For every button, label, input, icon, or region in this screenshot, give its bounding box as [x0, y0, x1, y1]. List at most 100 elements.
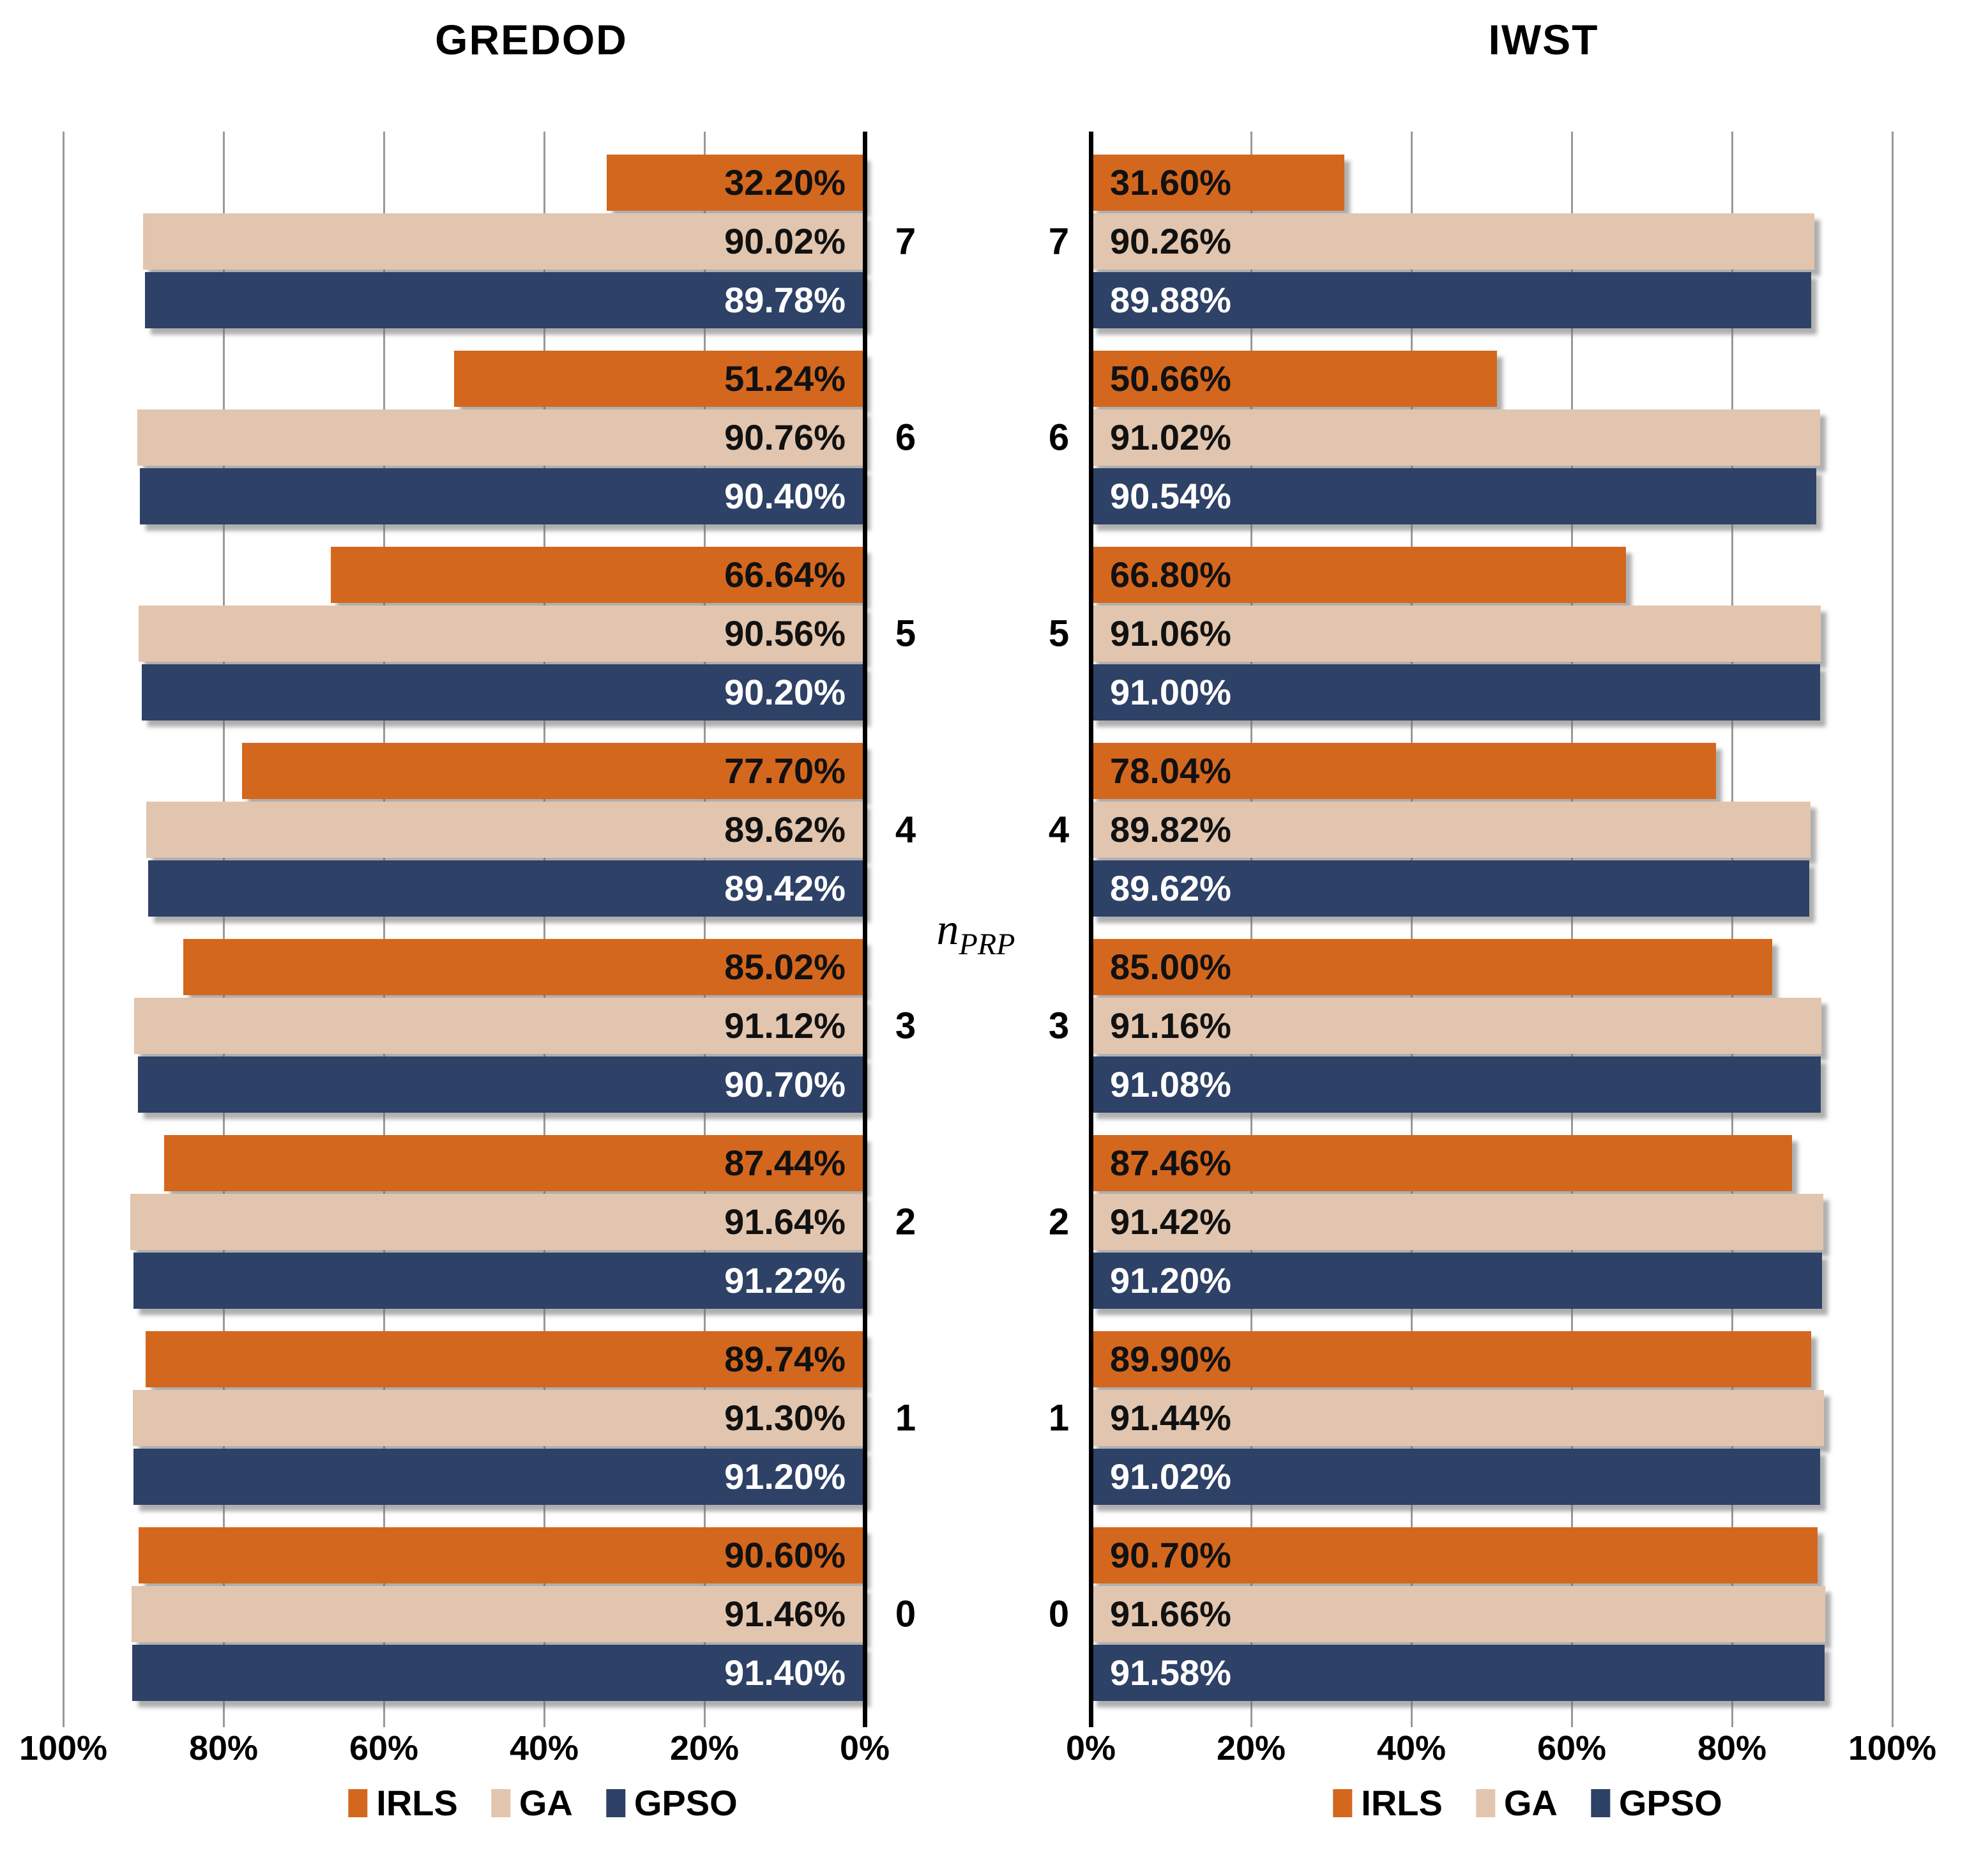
chart-title-gredod: GREDOD: [435, 16, 628, 63]
bar-gpso-cat7: [145, 272, 865, 328]
bar-value-label: 91.46%: [724, 1594, 846, 1634]
gridline: [1892, 132, 1894, 1702]
axis-tick: [1892, 1702, 1894, 1727]
bar-gpso-cat4: [148, 860, 865, 917]
gridline: [1411, 132, 1413, 1702]
legend-label-ga: GA: [519, 1783, 573, 1823]
axis-tick: [1571, 1702, 1573, 1727]
bar-value-label: 87.46%: [1110, 1143, 1231, 1183]
axis-tick: [704, 1702, 706, 1727]
legend: IRLS GA GPSO: [348, 1782, 738, 1824]
nprp-base: n: [936, 905, 959, 954]
bar-gpso-cat0: [132, 1645, 865, 1701]
bar-value-label: 85.00%: [1110, 947, 1231, 987]
axis-tick-label: 60%: [349, 1729, 419, 1767]
bar-ga-cat2: [1091, 1194, 1824, 1250]
category-label: 5: [895, 613, 916, 655]
bar-value-label: 77.70%: [724, 751, 846, 791]
bar-value-label: 91.00%: [1110, 672, 1231, 712]
legend-label-irls: IRLS: [1361, 1783, 1443, 1823]
bar-gpso-cat3: [1091, 1056, 1821, 1113]
bar-value-label: 85.02%: [724, 947, 846, 987]
axis-tick: [223, 1702, 225, 1727]
bar-value-label: 91.12%: [724, 1005, 846, 1046]
legend-item-gpso: GPSO: [1590, 1782, 1722, 1824]
axis-tick-label: 100%: [1848, 1729, 1937, 1767]
axis-tick: [1411, 1702, 1413, 1727]
bar-value-label: 91.44%: [1110, 1398, 1231, 1438]
bar-irls-cat0: [1091, 1527, 1818, 1583]
category-label: 2: [1048, 1201, 1070, 1243]
bar-value-label: 89.78%: [724, 280, 846, 320]
bar-irls-cat2: [1091, 1135, 1792, 1191]
bar-value-label: 91.08%: [1110, 1064, 1231, 1104]
bar-value-label: 90.20%: [724, 672, 846, 712]
bar-irls-cat1: [145, 1331, 865, 1387]
bar-value-label: 90.02%: [724, 221, 846, 261]
axis-tick-label: 40%: [1376, 1729, 1447, 1767]
legend-item-gpso: GPSO: [605, 1782, 738, 1824]
bar-value-label: 90.56%: [724, 613, 846, 653]
bar-gpso-cat0: [1091, 1645, 1825, 1701]
axis-tick-label: 0%: [839, 1729, 890, 1767]
legend-label-irls: IRLS: [376, 1783, 458, 1823]
bar-irls-cat6: [453, 351, 865, 407]
chart-title-iwst: IWST: [1488, 16, 1599, 63]
legend-item-ga: GA: [490, 1782, 573, 1824]
category-label: 1: [895, 1397, 916, 1439]
bar-gpso-cat6: [1091, 468, 1817, 524]
gridline: [1731, 132, 1733, 1702]
bar-value-label: 90.70%: [724, 1064, 846, 1104]
bar-value-label: 90.60%: [724, 1535, 846, 1575]
category-label: 3: [895, 1005, 916, 1047]
category-label: 0: [895, 1593, 916, 1635]
bar-value-label: 90.54%: [1110, 476, 1231, 516]
bar-ga-cat0: [132, 1586, 865, 1642]
bar-ga-cat5: [139, 606, 865, 662]
legend-swatch-irls: [348, 1788, 368, 1817]
legend-label-ga: GA: [1503, 1783, 1558, 1823]
bar-value-label: 66.64%: [724, 554, 846, 595]
category-label: 5: [1048, 613, 1070, 655]
bar-gpso-cat3: [137, 1056, 865, 1113]
axis-tick: [63, 1702, 65, 1727]
legend-swatch-gpso: [1590, 1788, 1610, 1817]
category-label: 0: [1048, 1593, 1070, 1635]
bar-value-label: 91.58%: [1110, 1652, 1231, 1693]
bar-gpso-cat1: [1091, 1449, 1821, 1505]
category-label: 7: [895, 220, 916, 263]
axis-tick-label: 80%: [1697, 1729, 1767, 1767]
bar-ga-cat1: [133, 1390, 865, 1446]
bar-gpso-cat2: [1091, 1253, 1822, 1309]
bar-irls-cat5: [1091, 547, 1627, 603]
legend-swatch-irls: [1333, 1788, 1353, 1817]
category-label: 4: [895, 809, 916, 851]
bar-irls-cat4: [241, 743, 865, 799]
axis-tick-label: 40%: [509, 1729, 579, 1767]
bar-value-label: 91.30%: [724, 1398, 846, 1438]
bar-value-label: 89.82%: [1110, 809, 1231, 850]
bar-gpso-cat4: [1091, 860, 1809, 917]
category-axis-line: [1089, 132, 1093, 1727]
legend-item-irls: IRLS: [348, 1782, 458, 1824]
axis-tick: [1250, 1702, 1252, 1727]
bar-value-label: 90.26%: [1110, 221, 1231, 261]
bar-ga-cat6: [1091, 409, 1821, 466]
bar-value-label: 91.42%: [1110, 1201, 1231, 1242]
bar-value-label: 87.44%: [724, 1143, 846, 1183]
bar-value-label: 91.64%: [724, 1201, 846, 1242]
gridline: [383, 132, 385, 1702]
category-label: 6: [895, 416, 916, 459]
bar-value-label: 50.66%: [1110, 358, 1231, 399]
legend-item-irls: IRLS: [1333, 1782, 1443, 1824]
category-label: 6: [1048, 416, 1070, 459]
bar-irls-cat1: [1091, 1331, 1812, 1387]
bar-value-label: 91.22%: [724, 1260, 846, 1300]
bar-value-label: 89.88%: [1110, 280, 1231, 320]
legend: IRLS GA GPSO: [1333, 1782, 1722, 1824]
gridline: [223, 132, 225, 1702]
gridline: [1571, 132, 1573, 1702]
bar-ga-cat1: [1091, 1390, 1824, 1446]
bar-value-label: 51.24%: [724, 358, 846, 399]
